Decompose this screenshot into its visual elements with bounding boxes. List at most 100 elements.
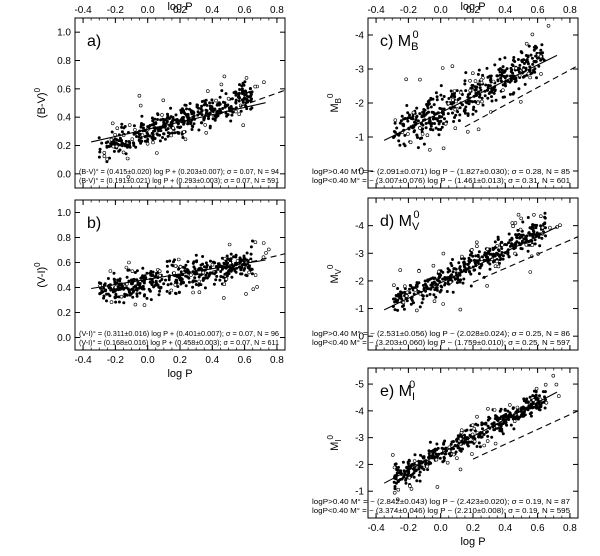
data-point bbox=[468, 253, 472, 257]
data-point bbox=[110, 130, 114, 134]
data-point bbox=[479, 88, 483, 92]
data-point bbox=[418, 464, 422, 468]
data-point bbox=[506, 250, 510, 254]
data-point bbox=[191, 115, 195, 119]
data-point bbox=[515, 236, 519, 240]
data-point bbox=[199, 263, 203, 267]
data-point bbox=[203, 265, 206, 269]
data-point bbox=[488, 267, 492, 271]
data-point-open bbox=[446, 101, 451, 106]
data-point bbox=[471, 112, 475, 116]
y-tick-label: 0.0 bbox=[57, 169, 71, 180]
data-point bbox=[464, 89, 468, 93]
data-point bbox=[191, 280, 195, 284]
data-point bbox=[196, 113, 200, 117]
data-point-open bbox=[405, 290, 410, 295]
data-point bbox=[199, 283, 203, 287]
data-point bbox=[405, 117, 409, 120]
data-point bbox=[496, 237, 500, 241]
data-point-open bbox=[183, 137, 188, 142]
data-point bbox=[245, 107, 249, 111]
x-tick-label: 0.0 bbox=[434, 523, 448, 534]
data-point bbox=[505, 67, 509, 71]
x-axis-label: log P bbox=[460, 536, 485, 548]
data-point bbox=[429, 461, 432, 465]
data-point bbox=[451, 111, 454, 115]
data-point bbox=[418, 137, 422, 140]
data-point bbox=[207, 112, 211, 116]
data-point bbox=[428, 440, 432, 444]
data-point bbox=[154, 279, 158, 283]
data-point-open bbox=[536, 52, 541, 57]
data-point bbox=[225, 254, 229, 258]
data-point bbox=[456, 434, 460, 438]
y-axis-label: MI0 bbox=[326, 435, 343, 451]
y-tick-label: -2 bbox=[355, 276, 364, 287]
data-point-open bbox=[420, 132, 425, 136]
data-point bbox=[461, 103, 464, 107]
data-point bbox=[135, 269, 139, 273]
data-point bbox=[214, 115, 218, 119]
data-point bbox=[502, 74, 506, 78]
data-point bbox=[443, 439, 447, 443]
data-point bbox=[472, 268, 476, 272]
data-point-open bbox=[404, 294, 409, 298]
data-point bbox=[132, 277, 136, 281]
data-point-open bbox=[514, 66, 518, 71]
data-point-open bbox=[431, 263, 436, 268]
data-point-open bbox=[393, 118, 398, 122]
data-point bbox=[191, 111, 194, 114]
fit-equation: (V-I)° = (0.168±0.016) log P + (0.458±0.… bbox=[79, 338, 279, 347]
data-point bbox=[444, 446, 448, 450]
data-point bbox=[166, 127, 170, 131]
data-point-open bbox=[425, 133, 430, 137]
data-point-open bbox=[244, 292, 248, 296]
data-point-open bbox=[448, 280, 453, 285]
data-point bbox=[492, 428, 496, 432]
data-point-open bbox=[406, 132, 410, 136]
data-point bbox=[402, 307, 406, 311]
data-point bbox=[450, 440, 454, 444]
data-point bbox=[534, 393, 538, 397]
data-point-open bbox=[482, 443, 487, 448]
x-tick-label-top: -0.4 bbox=[367, 5, 385, 16]
data-point bbox=[183, 112, 187, 116]
data-point bbox=[168, 291, 172, 295]
data-point bbox=[102, 286, 106, 290]
data-point bbox=[162, 122, 166, 126]
data-point bbox=[396, 468, 400, 472]
data-point bbox=[104, 288, 108, 292]
data-point-open bbox=[253, 240, 258, 244]
data-point bbox=[227, 258, 231, 262]
data-point bbox=[524, 54, 528, 57]
data-point bbox=[392, 480, 396, 484]
data-point bbox=[505, 423, 509, 427]
data-point bbox=[181, 281, 185, 285]
y-tick-label: 0 bbox=[358, 332, 364, 343]
data-point-open bbox=[532, 213, 536, 217]
data-point bbox=[437, 122, 441, 126]
data-point bbox=[144, 134, 148, 138]
data-point bbox=[396, 308, 400, 312]
data-point bbox=[400, 114, 404, 118]
data-point bbox=[97, 136, 101, 140]
data-point bbox=[135, 135, 138, 138]
data-point-open bbox=[411, 110, 416, 115]
data-point bbox=[456, 275, 460, 278]
data-point bbox=[477, 90, 480, 94]
data-point bbox=[411, 472, 415, 476]
data-point bbox=[447, 97, 451, 100]
data-point bbox=[451, 258, 454, 261]
data-point bbox=[151, 270, 155, 274]
data-point bbox=[398, 143, 402, 147]
data-point bbox=[194, 253, 198, 257]
data-point bbox=[464, 105, 468, 109]
data-point bbox=[462, 441, 466, 445]
data-point-open bbox=[458, 90, 463, 95]
data-point bbox=[158, 139, 162, 143]
data-point bbox=[245, 251, 249, 255]
data-point-open bbox=[485, 439, 490, 443]
data-point bbox=[126, 268, 130, 272]
data-point bbox=[513, 80, 517, 84]
data-point bbox=[393, 121, 397, 125]
